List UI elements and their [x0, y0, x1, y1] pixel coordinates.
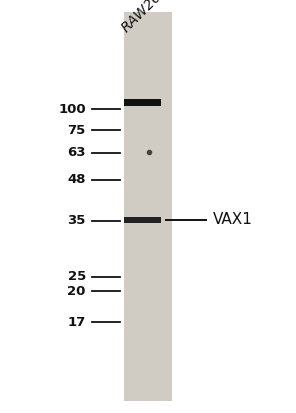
Text: 35: 35: [67, 214, 86, 228]
Text: 25: 25: [67, 270, 86, 283]
Text: 63: 63: [67, 146, 86, 159]
Text: VAX1: VAX1: [213, 212, 253, 227]
Bar: [124, 12, 172, 401]
Bar: [124, 99, 161, 106]
Bar: [124, 217, 161, 223]
Text: 20: 20: [67, 285, 86, 298]
Text: 48: 48: [67, 173, 86, 186]
Text: 17: 17: [67, 316, 86, 329]
Text: 75: 75: [67, 123, 86, 137]
Text: RAW264.7: RAW264.7: [119, 0, 180, 35]
Text: 100: 100: [58, 103, 86, 116]
